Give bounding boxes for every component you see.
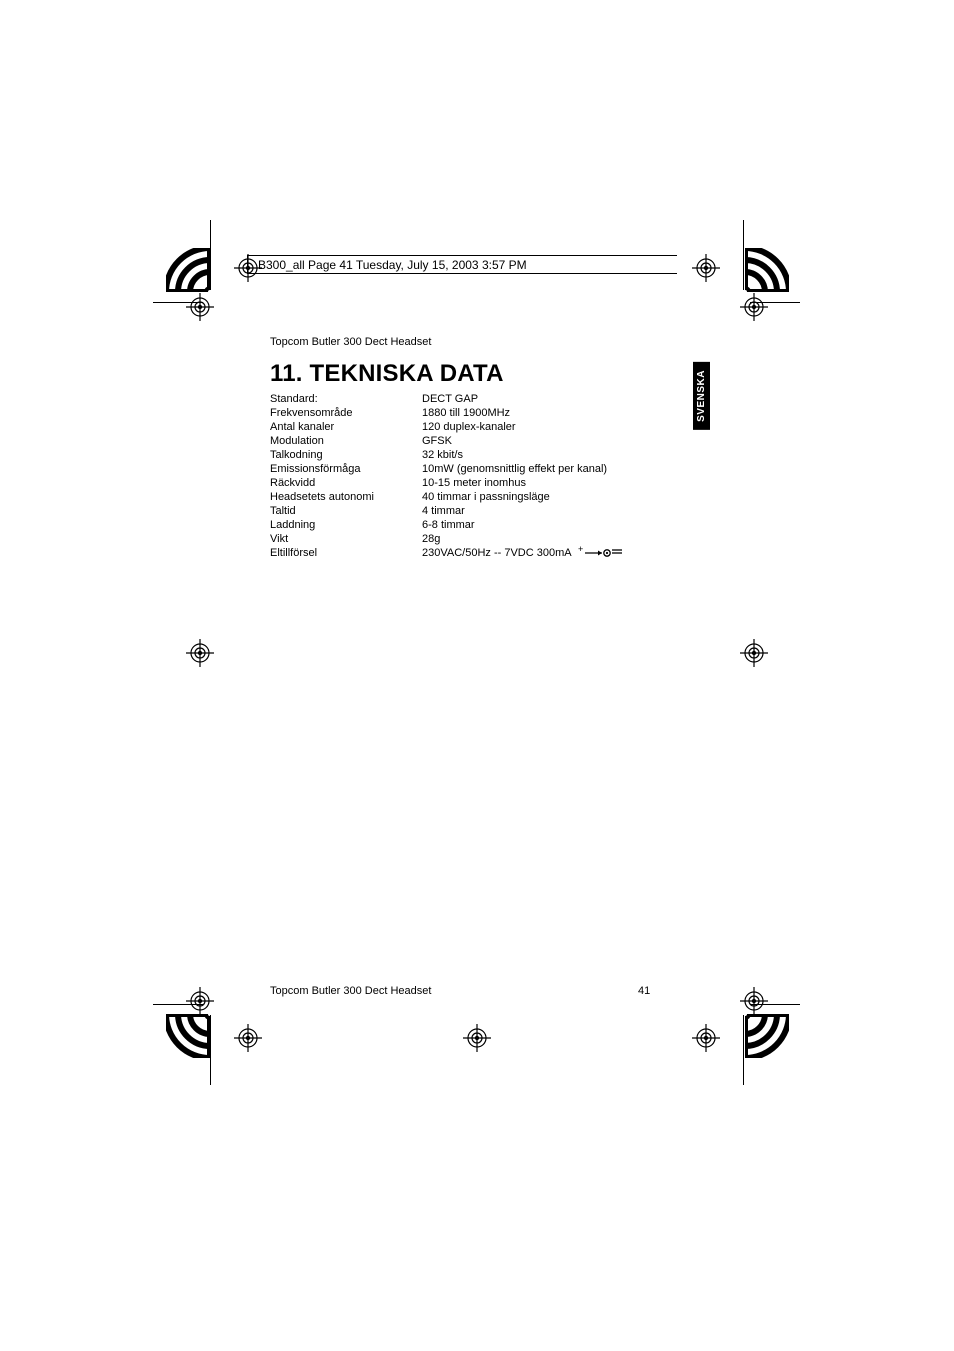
spec-value: GFSK bbox=[422, 434, 452, 448]
spec-table: Standard:DECT GAPFrekvensområde1880 till… bbox=[270, 392, 624, 564]
spec-label: Modulation bbox=[270, 434, 422, 448]
crop-mark bbox=[210, 220, 211, 290]
section-heading: 11. TEKNISKA DATA bbox=[270, 360, 504, 388]
footer-title: Topcom Butler 300 Dect Headset bbox=[270, 985, 431, 997]
spec-label: Emissionsförmåga bbox=[270, 462, 422, 476]
spec-value: 10mW (genomsnittlig effekt per kanal) bbox=[422, 462, 607, 476]
spec-row: Talkodning32 kbit/s bbox=[270, 448, 624, 462]
spec-row: Antal kanaler120 duplex-kanaler bbox=[270, 420, 624, 434]
spec-value: 1880 till 1900MHz bbox=[422, 406, 510, 420]
registration-mark-icon bbox=[740, 293, 768, 321]
spec-row: ModulationGFSK bbox=[270, 434, 624, 448]
spec-label: Eltillförsel bbox=[270, 546, 422, 560]
registration-mark-icon bbox=[740, 987, 768, 1015]
spec-label: Taltid bbox=[270, 504, 422, 518]
spec-label: Standard: bbox=[270, 392, 422, 406]
page-number: 41 bbox=[638, 985, 650, 997]
registration-mark-icon bbox=[692, 254, 720, 282]
header-rule bbox=[247, 255, 677, 256]
spec-value: 28g bbox=[422, 532, 440, 546]
language-tab: SVENSKA bbox=[693, 362, 710, 430]
spec-value: 120 duplex-kanaler bbox=[422, 420, 516, 434]
spec-label: Vikt bbox=[270, 532, 422, 546]
spec-row: Standard:DECT GAP bbox=[270, 392, 624, 406]
spec-row: Räckvidd10-15 meter inomhus bbox=[270, 476, 624, 490]
page: + - bbox=[0, 0, 954, 1351]
spec-value: 32 kbit/s bbox=[422, 448, 463, 462]
spec-row: Frekvensområde1880 till 1900MHz bbox=[270, 406, 624, 420]
spec-row: Emissionsförmåga10mW (genomsnittlig effe… bbox=[270, 462, 624, 476]
spec-row: Taltid4 timmar bbox=[270, 504, 624, 518]
document-title: Topcom Butler 300 Dect Headset bbox=[270, 336, 431, 348]
polarity-icon bbox=[578, 546, 624, 564]
spec-row: Eltillförsel230VAC/50Hz -- 7VDC 300mA bbox=[270, 546, 624, 564]
spec-label: Headsetets autonomi bbox=[270, 490, 422, 504]
spec-row: Headsetets autonomi40 timmar i passnings… bbox=[270, 490, 624, 504]
registration-mark-icon bbox=[692, 1024, 720, 1052]
crop-mark bbox=[743, 220, 744, 290]
spec-row: Vikt28g bbox=[270, 532, 624, 546]
crop-mark bbox=[743, 1015, 744, 1085]
print-ornament-icon bbox=[166, 248, 210, 292]
spec-value: 10-15 meter inomhus bbox=[422, 476, 526, 490]
registration-mark-icon bbox=[234, 1024, 262, 1052]
registration-mark-icon bbox=[463, 1024, 491, 1052]
print-ornament-icon bbox=[745, 248, 789, 292]
registration-mark-icon bbox=[740, 639, 768, 667]
registration-mark-icon bbox=[186, 639, 214, 667]
spec-label: Laddning bbox=[270, 518, 422, 532]
registration-mark-icon bbox=[186, 987, 214, 1015]
spec-row: Laddning6-8 timmar bbox=[270, 518, 624, 532]
header-text: B300_all Page 41 Tuesday, July 15, 2003 … bbox=[258, 258, 527, 272]
print-ornament-icon bbox=[745, 1014, 789, 1058]
spec-value: 230VAC/50Hz -- 7VDC 300mA bbox=[422, 546, 572, 560]
spec-label: Räckvidd bbox=[270, 476, 422, 490]
spec-value: 40 timmar i passningsläge bbox=[422, 490, 550, 504]
print-ornament-icon bbox=[166, 1014, 210, 1058]
spec-label: Frekvensområde bbox=[270, 406, 422, 420]
spec-label: Antal kanaler bbox=[270, 420, 422, 434]
spec-value: 4 timmar bbox=[422, 504, 465, 518]
spec-label: Talkodning bbox=[270, 448, 422, 462]
spec-value: 6-8 timmar bbox=[422, 518, 475, 532]
spec-value: DECT GAP bbox=[422, 392, 478, 406]
registration-mark-icon bbox=[186, 293, 214, 321]
crop-mark bbox=[210, 1015, 211, 1085]
header-frame bbox=[247, 255, 248, 273]
header-rule bbox=[247, 273, 677, 274]
